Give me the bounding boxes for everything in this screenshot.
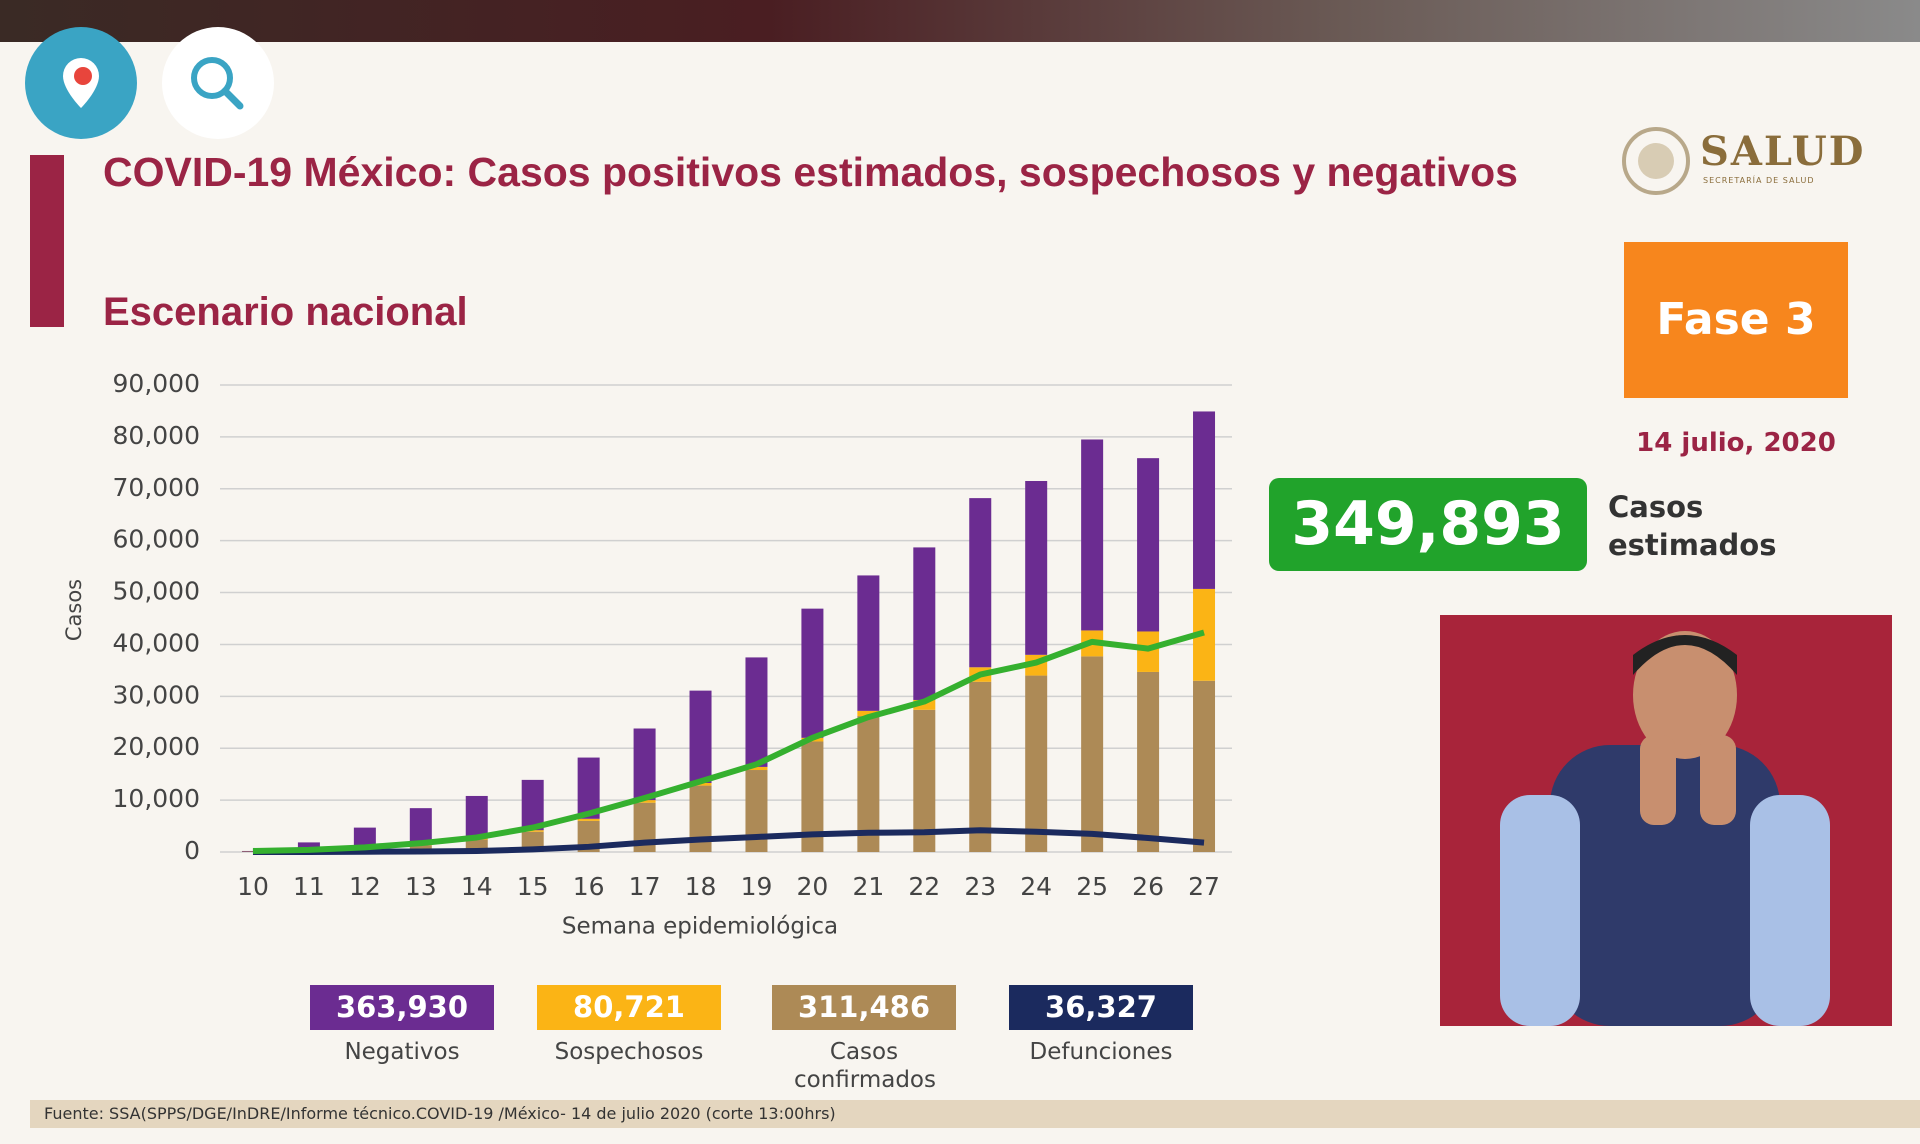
date: 14 julio, 2020 (1636, 428, 1836, 458)
bar-segment (1081, 439, 1104, 631)
bar-segment (633, 728, 656, 801)
bar-segment (577, 818, 600, 821)
periscope-dot (74, 67, 92, 85)
bar-segment (689, 690, 712, 783)
bar-segment (913, 699, 936, 710)
x-tick-label: 20 (797, 872, 829, 901)
bar-segment (1025, 675, 1048, 852)
bar-segment (409, 808, 432, 845)
logo-subtitle: SECRETARÍA DE SALUD (1703, 176, 1815, 185)
seal (1622, 127, 1690, 195)
x-tick-label: 11 (293, 872, 325, 901)
bar-segment (1137, 631, 1160, 672)
bar-segment (1193, 411, 1216, 589)
estimate-label: Casos estimados (1608, 490, 1777, 562)
legend-label: Defunciones (1029, 1039, 1173, 1065)
bar-segment (353, 827, 376, 848)
interpreter-video (1440, 615, 1892, 1026)
bar-segment (913, 547, 936, 700)
bar-segment (913, 709, 936, 852)
x-tick-label: 14 (461, 872, 493, 901)
x-tick-label: 23 (964, 872, 996, 901)
bar-segment (969, 681, 992, 852)
x-tick-label: 18 (685, 872, 717, 901)
bar-segment (857, 716, 880, 852)
bar-segment (577, 757, 600, 819)
x-tick-label: 19 (741, 872, 773, 901)
x-tick-label: 22 (908, 872, 940, 901)
y-tick-label: 50,000 (113, 577, 200, 606)
logo: SALUD (1700, 128, 1866, 175)
bar-segment (465, 795, 488, 839)
bar-segment (521, 830, 544, 832)
x-tick-label: 17 (629, 872, 661, 901)
legend-label: Sospechosos (554, 1039, 704, 1065)
y-tick-label: 80,000 (113, 421, 200, 450)
chart-title: COVID-19 México: Casos positivos estimad… (103, 149, 1518, 195)
accent-bar (30, 155, 64, 327)
search-handle (221, 87, 244, 110)
bar-segment (745, 770, 768, 852)
y-tick-label: 10,000 (113, 784, 200, 813)
x-tick-label: 21 (852, 872, 884, 901)
x-tick-label: 12 (349, 872, 381, 901)
x-tick-label: 26 (1132, 872, 1164, 901)
bar-segment (689, 785, 712, 852)
y-tick-label: 20,000 (113, 732, 200, 761)
legend-label: Casos confirmados (794, 1039, 936, 1093)
x-tick-label: 15 (517, 872, 549, 901)
y-tick-label: 30,000 (113, 680, 200, 709)
bar-segment (857, 575, 880, 711)
legend-total: 311,486 (772, 985, 956, 1030)
y-tick-label: 90,000 (113, 369, 200, 398)
bar-segment (1025, 480, 1048, 655)
bar-segment (801, 741, 824, 852)
x-axis-title: Semana epidemiológica (562, 914, 838, 940)
chart-subtitle: Escenario nacional (103, 290, 468, 334)
x-tick-label: 24 (1020, 872, 1052, 901)
y-axis-title: Casos (62, 579, 86, 641)
estimate-value: 349,893 (1269, 478, 1587, 571)
top-bar (0, 0, 1920, 42)
line (252, 827, 1205, 855)
bar-segment (745, 657, 768, 767)
search-button[interactable] (162, 27, 274, 139)
x-tick-label: 25 (1076, 872, 1108, 901)
footer: Fuente: SSA(SPPS/DGE/InDRE/Informe técni… (30, 1100, 1920, 1128)
y-tick-label: 70,000 (113, 473, 200, 502)
search-icon (191, 57, 233, 99)
y-tick-label: 60,000 (113, 525, 200, 554)
app-icons (25, 27, 274, 139)
bar-segment (857, 710, 880, 717)
bar-segment (745, 766, 768, 771)
legend-label: Negativos (344, 1039, 460, 1065)
bar-segment (969, 498, 992, 668)
bar-segment (521, 779, 544, 831)
y-tick-label: 0 (184, 836, 200, 865)
chart: Casos Semana epidemiológica 0 10,000 20,00… (62, 369, 1232, 940)
y-tick-label: 40,000 (113, 628, 200, 657)
bar-segment (297, 842, 320, 851)
x-tick-label: 13 (405, 872, 437, 901)
phase-badge: Fase 3 (1624, 242, 1848, 398)
x-tick-label: 16 (573, 872, 605, 901)
legend-total: 363,930 (310, 985, 494, 1030)
line (252, 629, 1205, 854)
x-tick-label: 27 (1188, 872, 1220, 901)
bar-segment (633, 800, 656, 803)
x-tick-label: 10 (237, 872, 269, 901)
legend-total: 36,327 (1009, 985, 1193, 1030)
bar-segment (1081, 656, 1104, 852)
bar-segment (1193, 680, 1216, 852)
legend-total: 80,721 (537, 985, 721, 1030)
bar-segment (801, 608, 824, 738)
bar-segment (1137, 458, 1160, 632)
bar-segment (1137, 671, 1160, 852)
